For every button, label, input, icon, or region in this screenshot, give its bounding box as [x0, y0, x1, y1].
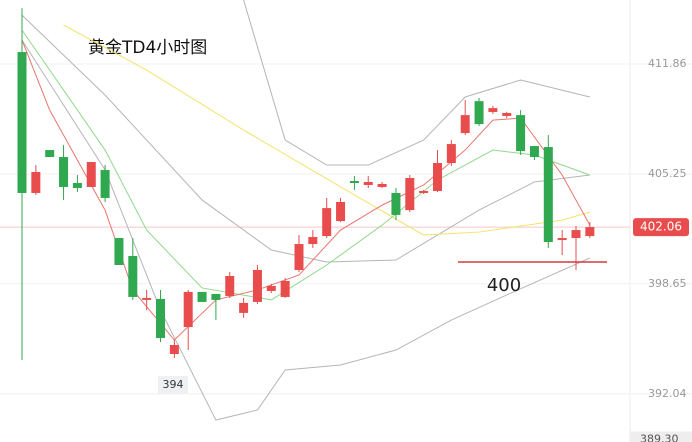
candle-body: [349, 180, 359, 183]
cursor-price-box: [630, 431, 692, 442]
candle-body: [391, 192, 401, 215]
y-tick-label: 392.04: [648, 387, 687, 400]
candle-body: [17, 52, 27, 193]
candle-body: [156, 298, 165, 339]
candle-body: [543, 147, 553, 243]
candle-body: [294, 244, 304, 270]
candle-body: [197, 291, 207, 302]
candle-body: [280, 280, 290, 297]
indicator-line: [21, 39, 591, 421]
candle-body: [252, 269, 262, 302]
candle-body: [114, 238, 124, 266]
candle-body: [529, 146, 539, 158]
cursor-price-label: 389.30: [640, 432, 679, 442]
candle-body: [59, 157, 69, 187]
candle-body: [336, 201, 346, 222]
candle-body: [377, 183, 387, 187]
candle-body: [419, 190, 429, 193]
candle-body: [86, 162, 96, 187]
candle-body: [31, 172, 41, 193]
candle-body: [225, 275, 235, 296]
candle-body: [142, 297, 152, 300]
low-annotation-box: [158, 375, 188, 394]
candle-body: [266, 285, 276, 291]
candle-body: [169, 345, 179, 354]
candle-body: [183, 291, 193, 328]
candle-body: [571, 230, 581, 239]
candle-body: [322, 208, 332, 237]
candle-body: [363, 181, 373, 185]
candle-body: [128, 256, 138, 297]
candle-body: [211, 293, 221, 300]
y-tick-label: 411.86: [648, 57, 687, 70]
candle-body: [585, 227, 595, 237]
candle-body: [239, 302, 249, 313]
candle-body: [100, 170, 110, 198]
price-tag-box: [633, 218, 689, 237]
candle-body: [488, 108, 498, 112]
support-line-label: 400: [487, 275, 521, 296]
indicator-line: [21, 29, 591, 301]
indicator-line: [21, 14, 590, 263]
low-annotation-label: 394: [163, 378, 184, 391]
y-tick-label: 398.65: [648, 277, 687, 290]
candle-body: [433, 163, 442, 191]
candle-body: [405, 177, 415, 211]
current-price-label: 402.06: [640, 220, 682, 234]
indicator-line: [243, 0, 590, 166]
candle-body: [72, 182, 82, 188]
candle-body: [557, 238, 567, 241]
chart-title: 黄金TD4小时图: [88, 38, 207, 58]
price-tag: 402.06: [633, 218, 689, 237]
candle-body: [502, 112, 512, 116]
candle-body: [446, 144, 456, 164]
candle-body: [308, 237, 318, 245]
candle-body: [516, 115, 526, 152]
candle-body: [460, 115, 470, 134]
y-tick-label: 405.25: [648, 167, 687, 180]
candle-body: [474, 101, 484, 125]
candle-body: [45, 150, 55, 158]
